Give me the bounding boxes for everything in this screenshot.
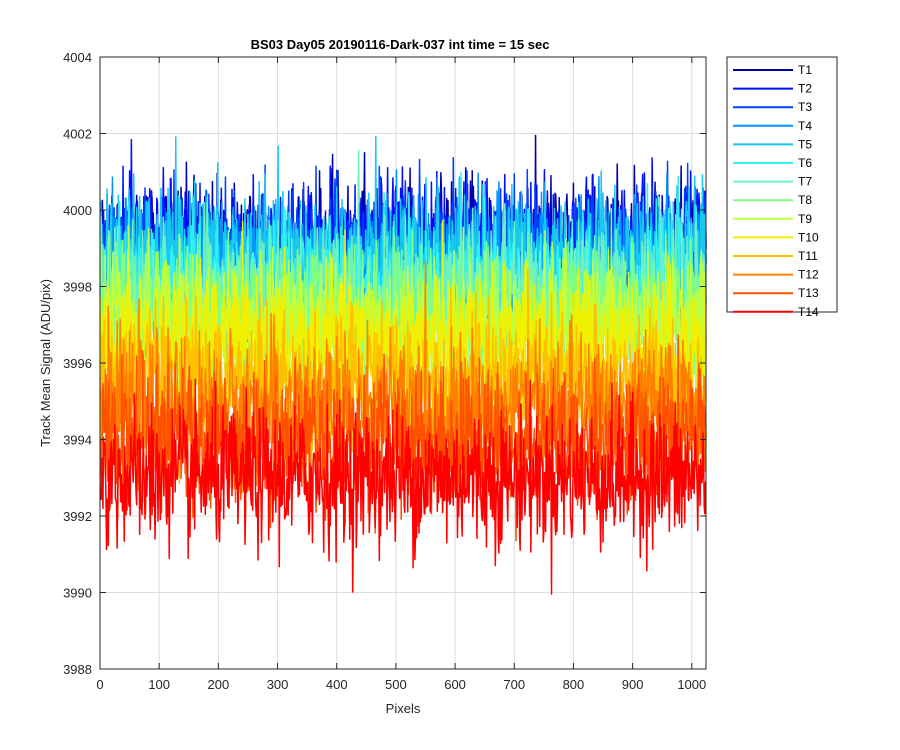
legend-label-t8: T8 [798, 193, 812, 207]
legend-label-t10: T10 [798, 230, 819, 244]
y-tick-label: 3998 [63, 280, 92, 295]
x-tick-label: 900 [622, 677, 644, 692]
y-tick-label: 4000 [63, 203, 92, 218]
x-tick-label: 500 [385, 677, 407, 692]
y-tick-label: 3996 [63, 356, 92, 371]
y-tick-label: 3988 [63, 662, 92, 677]
x-tick-label: 0 [96, 677, 103, 692]
x-tick-label: 300 [267, 677, 289, 692]
axes-box [99, 56, 707, 670]
y-tick-label: 3990 [63, 586, 92, 601]
y-tick-label: 3994 [63, 433, 92, 448]
legend-label-t5: T5 [798, 137, 812, 151]
y-tick-label: 4002 [63, 127, 92, 142]
x-tick-label: 1000 [677, 677, 706, 692]
legend-label-t11: T11 [798, 249, 818, 263]
legend-label-t13: T13 [798, 286, 819, 300]
legend-box [726, 56, 838, 313]
legend-label-t1: T1 [798, 63, 812, 77]
legend-label-t14: T14 [798, 305, 819, 319]
legend-label-t6: T6 [798, 156, 812, 170]
x-tick-label: 700 [503, 677, 525, 692]
y-axis-label: Track Mean Signal (ADU/pix) [38, 279, 53, 447]
y-tick-label: 4004 [63, 50, 92, 65]
legend-label-t4: T4 [798, 119, 812, 133]
x-tick-label: 800 [563, 677, 585, 692]
series-line-t10 [99, 219, 707, 451]
series-line-t14 [99, 378, 707, 595]
x-tick-labels: 0 100 200 300 400 500 600 700 800 900 1000 [96, 677, 706, 692]
x-axis-label: Pixels [386, 701, 421, 716]
chart-title: BS03 Day05 20190116-Dark-037 int time = … [251, 37, 550, 52]
legend-label-t9: T9 [798, 212, 812, 226]
legend-label-t7: T7 [798, 175, 812, 189]
x-tick-label: 600 [444, 677, 466, 692]
legend-label-t3: T3 [798, 100, 812, 114]
x-tick-label: 200 [208, 677, 230, 692]
x-tick-label: 400 [326, 677, 348, 692]
x-tick-label: 100 [148, 677, 170, 692]
legend-label-t12: T12 [798, 268, 819, 282]
y-tick-label: 3992 [63, 509, 92, 524]
legend-label-t2: T2 [798, 82, 812, 96]
y-tick-labels: 3988 3990 3992 3994 3996 3998 4000 4002 4004 [63, 50, 92, 677]
legend: T1 T2 T3 T4 T5 T6 T7 T8 T9 T10 T11 T12 T13 T14 [726, 56, 838, 319]
series-lines [99, 134, 707, 595]
